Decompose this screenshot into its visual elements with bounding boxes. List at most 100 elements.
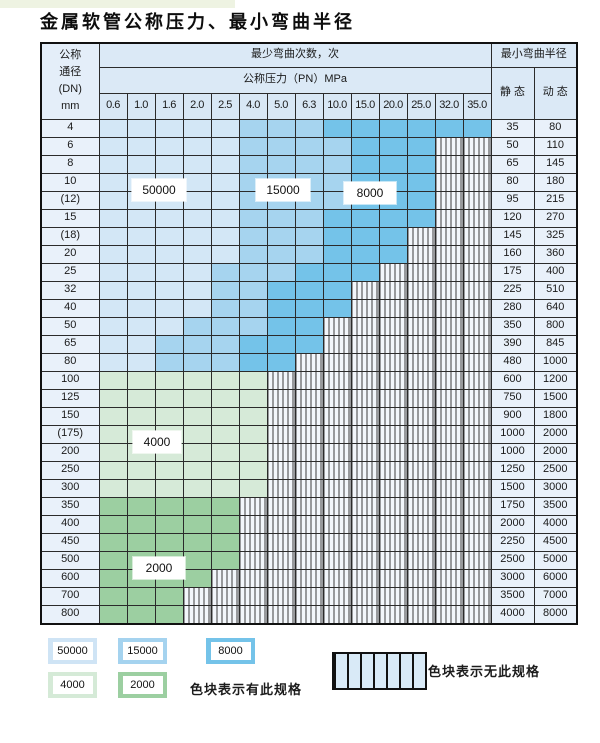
zone-cell xyxy=(462,280,492,300)
zone-cell xyxy=(434,388,464,408)
zone-cell xyxy=(378,532,408,552)
table-row: 15 120 270 xyxy=(40,208,578,228)
zone-cell xyxy=(434,136,464,156)
zone-cell xyxy=(462,262,492,282)
zone-cell xyxy=(98,244,128,264)
legend-swatch-label: 4000 xyxy=(52,676,93,694)
legend-swatch-label: 15000 xyxy=(122,642,163,660)
dn-cell: 65 xyxy=(40,334,100,354)
zone-cell xyxy=(294,316,324,336)
overlay-label: 4000 xyxy=(133,431,181,453)
zone-cell xyxy=(154,226,184,246)
static-radius-cell: 65 xyxy=(490,154,535,174)
zone-cell xyxy=(434,208,464,228)
static-radius-cell: 900 xyxy=(490,406,535,426)
zone-cell xyxy=(98,136,128,156)
zone-cell xyxy=(294,586,324,606)
zone-cell xyxy=(238,280,268,300)
zone-cell xyxy=(182,388,212,408)
dn-header-line: 公称 xyxy=(59,49,82,62)
dynamic-radius-cell: 1200 xyxy=(533,370,578,390)
zone-cell xyxy=(406,280,436,300)
zone-cell xyxy=(378,604,408,624)
zone-cell xyxy=(350,568,380,588)
table-row: 32 225 510 xyxy=(40,280,578,300)
dynamic-radius-cell: 400 xyxy=(533,262,578,282)
zone-cell xyxy=(322,244,352,264)
dynamic-radius-cell: 110 xyxy=(533,136,578,156)
static-radius-cell: 3500 xyxy=(490,586,535,606)
zone-cell xyxy=(126,136,156,156)
zone-cell xyxy=(462,424,492,444)
zone-cell xyxy=(98,352,128,372)
zone-cell xyxy=(434,244,464,264)
zone-cell xyxy=(378,370,408,390)
zone-cell xyxy=(210,406,240,426)
table-row: 400 2000 4000 xyxy=(40,514,578,534)
zone-cell xyxy=(322,316,352,336)
pressure-header-cell: 1.0 xyxy=(126,92,156,120)
zone-cell xyxy=(210,190,240,210)
zone-cell xyxy=(266,604,296,624)
zone-cell xyxy=(182,136,212,156)
spec-table: 公称 通径 (DN) mm 最少弯曲次数，次 最小弯曲半径 公称压力（PN）MP… xyxy=(40,42,578,625)
zone-cell xyxy=(126,514,156,534)
pressure-header-cell: 32.0 xyxy=(434,92,464,120)
pressure-header-cell: 5.0 xyxy=(266,92,296,120)
zone-cell xyxy=(350,154,380,174)
page-title: 金属软管公称压力、最小弯曲半径 xyxy=(40,12,355,32)
zone-cell xyxy=(238,388,268,408)
zone-cell xyxy=(154,388,184,408)
zone-cell xyxy=(350,280,380,300)
zone-cell xyxy=(462,334,492,354)
zone-cell xyxy=(154,352,184,372)
zone-cell xyxy=(266,154,296,174)
dynamic-radius-cell: 3000 xyxy=(533,478,578,498)
table-row: 300 1500 3000 xyxy=(40,478,578,498)
zone-cell xyxy=(378,208,408,228)
zone-cell xyxy=(266,244,296,264)
dn-cell: 200 xyxy=(40,442,100,462)
zone-cell xyxy=(322,352,352,372)
zone-cell xyxy=(294,244,324,264)
zone-cell xyxy=(98,262,128,282)
zone-cell xyxy=(294,280,324,300)
zone-cell xyxy=(322,226,352,246)
zone-cell xyxy=(378,406,408,426)
zone-cell xyxy=(154,262,184,282)
zone-cell xyxy=(210,532,240,552)
zone-cell xyxy=(210,424,240,444)
zone-cell xyxy=(98,550,128,570)
zone-cell xyxy=(406,514,436,534)
table-row: (18) 145 325 xyxy=(40,226,578,246)
zone-cell xyxy=(238,478,268,498)
zone-cell xyxy=(462,316,492,336)
zone-cell xyxy=(210,550,240,570)
dynamic-header-cell: 动 态 xyxy=(533,66,578,120)
zone-cell xyxy=(238,442,268,462)
zone-cell xyxy=(126,532,156,552)
dn-cell: 32 xyxy=(40,280,100,300)
zone-cell xyxy=(406,586,436,606)
table-row: 250 1250 2500 xyxy=(40,460,578,480)
dn-cell: 50 xyxy=(40,316,100,336)
static-radius-cell: 1750 xyxy=(490,496,535,516)
dn-cell: 500 xyxy=(40,550,100,570)
zone-cell xyxy=(182,154,212,174)
zone-cell xyxy=(154,370,184,390)
zone-cell xyxy=(98,442,128,462)
zone-cell xyxy=(98,532,128,552)
zone-cell xyxy=(154,118,184,138)
zone-cell xyxy=(182,424,212,444)
zone-cell xyxy=(462,190,492,210)
zone-cell xyxy=(266,388,296,408)
pressure-header-cell: 15.0 xyxy=(350,92,380,120)
legend-swatch-label: 8000 xyxy=(210,642,251,660)
zone-cell xyxy=(322,514,352,534)
zone-cell xyxy=(266,568,296,588)
zone-cell xyxy=(154,244,184,264)
zone-cell xyxy=(182,316,212,336)
dynamic-radius-cell: 80 xyxy=(533,118,578,138)
table-row: 800 4000 8000 xyxy=(40,604,578,624)
